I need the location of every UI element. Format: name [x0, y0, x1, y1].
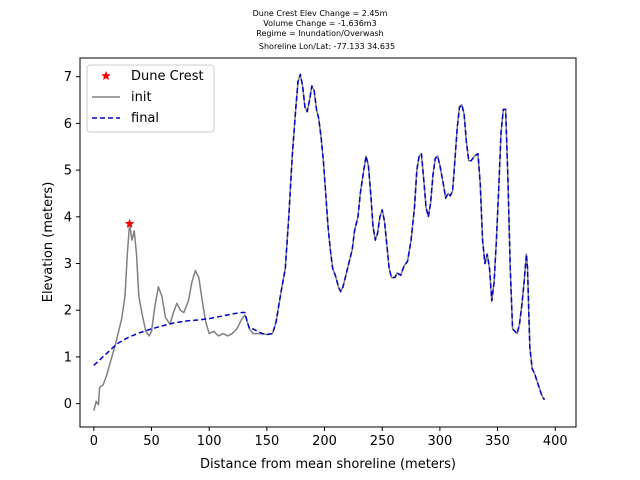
axes-frame	[79, 57, 577, 428]
legend-dune-crest-marker	[101, 70, 111, 81]
legend-label-dune-crest: Dune Crest	[131, 69, 204, 84]
legend-star-icon	[101, 70, 111, 81]
series-line-init	[93, 73, 545, 411]
y-tick-label: 2	[64, 304, 72, 319]
series-line-final	[93, 73, 545, 400]
y-axis-label: Elevation (meters)	[41, 182, 56, 303]
x-tick-label: 0	[90, 434, 98, 449]
title-line-1: Dune Crest Elev Change = 2.45m	[253, 9, 388, 18]
marker-layer	[124, 218, 135, 229]
series-layer	[93, 73, 545, 411]
dune-crest-marker	[124, 218, 135, 229]
y-tick-label: 4	[64, 210, 72, 225]
x-tick-label: 150	[254, 434, 279, 449]
x-tick-label: 200	[312, 434, 337, 449]
legend-label-init: init	[131, 90, 152, 105]
y-tick-label: 7	[64, 70, 72, 85]
x-tick-label: 400	[543, 434, 568, 449]
title-line-2: Volume Change = -1.636m3	[263, 19, 376, 28]
chart-title: Dune Crest Elev Change = 2.45m Volume Ch…	[253, 9, 395, 51]
plot-area: 0 50 100 150 200 250 300 350 400 0 1 2 3 4 5 6 7	[64, 57, 577, 449]
y-tick-label: 5	[64, 164, 72, 179]
title-line-3: Regime = Inundation/Overwash	[256, 29, 383, 38]
legend: Dune Crest init final	[86, 64, 215, 133]
y-tick-label: 3	[64, 257, 72, 272]
legend-label-final: final	[131, 111, 159, 126]
x-tick-label: 100	[197, 434, 222, 449]
x-tick-label: 50	[143, 434, 160, 449]
x-tick-label: 350	[485, 434, 510, 449]
x-tick-label: 300	[427, 434, 452, 449]
x-tick-label: 250	[370, 434, 395, 449]
legend-frame	[86, 64, 215, 133]
tick-layer: 0 50 100 150 200 250 300 350 400 0 1 2 3 4 5 6 7	[64, 70, 568, 449]
title-line-4: Shoreline Lon/Lat: -77.133 34.635	[259, 42, 395, 51]
y-tick-label: 1	[64, 350, 72, 365]
y-tick-label: 6	[64, 117, 72, 132]
y-tick-label: 0	[64, 397, 72, 412]
x-axis-label: Distance from mean shoreline (meters)	[200, 457, 456, 472]
